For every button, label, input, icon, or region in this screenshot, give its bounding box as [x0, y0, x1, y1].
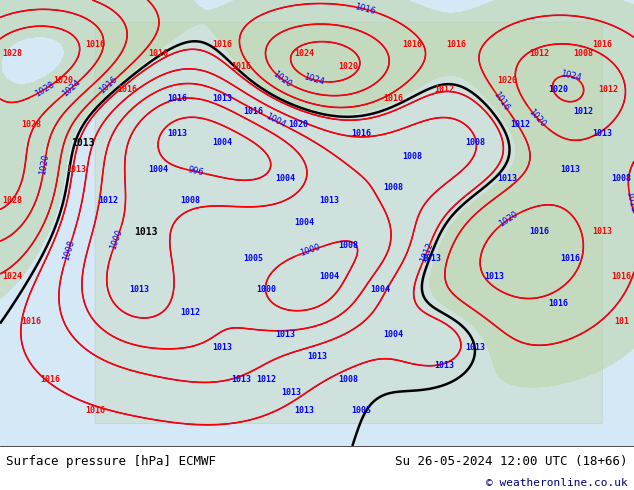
Text: 1016: 1016: [353, 2, 376, 16]
Text: 996: 996: [186, 165, 204, 178]
Text: 1012: 1012: [529, 49, 549, 58]
Text: 1008: 1008: [383, 183, 403, 192]
Text: 1012: 1012: [598, 85, 619, 94]
Text: 1013: 1013: [212, 343, 232, 352]
Text: 1028: 1028: [22, 121, 42, 129]
Text: 1008: 1008: [180, 196, 200, 205]
Text: 1024: 1024: [559, 70, 581, 83]
Text: 1013: 1013: [484, 272, 505, 281]
Text: 1016: 1016: [492, 90, 512, 113]
Text: 1004: 1004: [212, 138, 232, 147]
Text: 1020: 1020: [53, 76, 74, 85]
Text: 1016: 1016: [243, 107, 264, 116]
Text: 1020: 1020: [39, 153, 51, 175]
Text: 1016: 1016: [402, 40, 422, 49]
Text: 1013: 1013: [129, 285, 150, 294]
Text: 1013: 1013: [70, 138, 94, 147]
Text: 1008: 1008: [465, 138, 486, 147]
Text: 1013: 1013: [434, 361, 454, 370]
Text: 1008: 1008: [61, 239, 76, 262]
Text: 1013: 1013: [231, 374, 251, 384]
Text: 1024: 1024: [3, 272, 23, 281]
Text: 1016: 1016: [592, 40, 612, 49]
Text: 1016: 1016: [85, 40, 105, 49]
Text: 1016: 1016: [85, 406, 105, 415]
Text: 1028: 1028: [3, 196, 23, 205]
Text: 1016: 1016: [98, 74, 120, 96]
Text: Surface pressure [hPa] ECMWF: Surface pressure [hPa] ECMWF: [6, 455, 216, 468]
Text: 1020: 1020: [527, 107, 548, 129]
Text: 1000: 1000: [256, 285, 276, 294]
Text: 1012: 1012: [418, 241, 435, 264]
Text: 1016: 1016: [529, 227, 549, 236]
Text: 1004: 1004: [383, 330, 403, 339]
Text: 1013: 1013: [294, 406, 314, 415]
Text: 1013: 1013: [465, 343, 486, 352]
Text: 1016: 1016: [231, 62, 251, 72]
Text: 1013: 1013: [592, 227, 612, 236]
Text: 1016: 1016: [611, 272, 631, 281]
Text: 1008: 1008: [339, 241, 359, 250]
Text: 1008: 1008: [339, 374, 359, 384]
Text: 1008: 1008: [611, 174, 631, 183]
Text: 1020: 1020: [497, 76, 517, 85]
Text: 1013: 1013: [212, 94, 232, 102]
Text: 1016: 1016: [148, 49, 169, 58]
Text: 1012: 1012: [510, 121, 530, 129]
Text: 1028: 1028: [33, 80, 56, 99]
Text: 1013: 1013: [307, 352, 327, 361]
Text: © weatheronline.co.uk: © weatheronline.co.uk: [486, 478, 628, 489]
Text: 1016: 1016: [548, 299, 568, 308]
Text: 1016: 1016: [624, 190, 634, 213]
Text: 1012: 1012: [180, 308, 200, 317]
Text: 1020: 1020: [271, 69, 293, 89]
Text: 1008: 1008: [573, 49, 593, 58]
Text: 1013: 1013: [592, 129, 612, 138]
Text: 1008: 1008: [402, 151, 422, 161]
Text: 1016: 1016: [446, 40, 467, 49]
Text: 1013: 1013: [560, 165, 581, 174]
Text: 1016: 1016: [212, 40, 232, 49]
Text: 1004: 1004: [264, 112, 287, 130]
Text: 1020: 1020: [498, 210, 520, 229]
Text: 1013: 1013: [66, 165, 86, 174]
Text: 1020: 1020: [339, 62, 359, 72]
Text: 1016: 1016: [117, 85, 137, 94]
Text: 1024: 1024: [302, 73, 325, 87]
Text: 101: 101: [614, 317, 629, 325]
Text: 1016: 1016: [351, 129, 372, 138]
Text: 1004: 1004: [320, 272, 340, 281]
Text: 1004: 1004: [148, 165, 169, 174]
Text: 1004: 1004: [275, 174, 295, 183]
Text: 1013: 1013: [421, 254, 441, 263]
Text: 1013: 1013: [167, 129, 188, 138]
Text: 1016: 1016: [560, 254, 581, 263]
Text: 1013: 1013: [275, 330, 295, 339]
Text: 1013: 1013: [497, 174, 517, 183]
Text: 1012: 1012: [98, 196, 118, 205]
Text: 1024: 1024: [294, 49, 314, 58]
Text: 1016: 1016: [383, 94, 403, 102]
Text: 1000: 1000: [109, 228, 124, 251]
Text: 1020: 1020: [288, 121, 308, 129]
Text: Su 26-05-2024 12:00 UTC (18+66): Su 26-05-2024 12:00 UTC (18+66): [395, 455, 628, 468]
Text: 1012: 1012: [573, 107, 593, 116]
Text: 1024: 1024: [60, 78, 82, 98]
Text: 1028: 1028: [3, 49, 23, 58]
Text: 1004: 1004: [294, 219, 314, 227]
Text: 1013: 1013: [281, 388, 302, 397]
Text: 1016: 1016: [41, 374, 61, 384]
Text: 1012: 1012: [434, 85, 454, 94]
Text: 1004: 1004: [370, 285, 391, 294]
Text: 1016: 1016: [22, 317, 42, 325]
Text: 1005: 1005: [243, 254, 264, 263]
Text: 1020: 1020: [548, 85, 568, 94]
Text: 1013: 1013: [134, 227, 158, 237]
Text: 1013: 1013: [320, 196, 340, 205]
Text: 1012: 1012: [256, 374, 276, 384]
Text: 1005: 1005: [351, 406, 372, 415]
Text: 1000: 1000: [299, 243, 322, 258]
Text: 1016: 1016: [167, 94, 188, 102]
